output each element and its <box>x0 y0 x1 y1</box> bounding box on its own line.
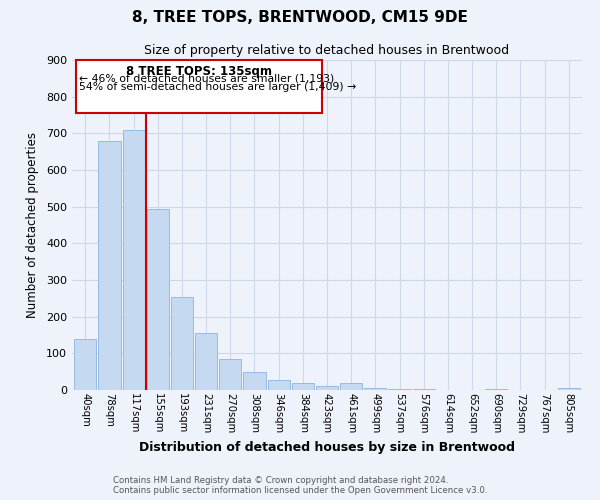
Text: Contains HM Land Registry data © Crown copyright and database right 2024.
Contai: Contains HM Land Registry data © Crown c… <box>113 476 487 495</box>
Bar <box>74 340 97 390</box>
Text: ← 46% of detached houses are smaller (1,193): ← 46% of detached houses are smaller (1,… <box>79 74 335 84</box>
Bar <box>98 142 121 390</box>
Text: 54% of semi-detached houses are larger (1,409) →: 54% of semi-detached houses are larger (… <box>79 82 356 92</box>
Bar <box>292 382 314 390</box>
Bar <box>268 380 290 390</box>
Bar <box>244 372 266 390</box>
X-axis label: Distribution of detached houses by size in Brentwood: Distribution of detached houses by size … <box>139 442 515 454</box>
Bar <box>388 389 410 390</box>
Bar <box>122 130 145 390</box>
Title: Size of property relative to detached houses in Brentwood: Size of property relative to detached ho… <box>145 44 509 58</box>
Bar <box>364 388 386 390</box>
Bar <box>485 389 508 390</box>
Bar <box>146 209 169 390</box>
Bar <box>340 382 362 390</box>
Bar <box>171 297 193 390</box>
Y-axis label: Number of detached properties: Number of detached properties <box>26 132 39 318</box>
Bar <box>557 388 580 390</box>
Bar <box>195 333 217 390</box>
Bar <box>76 60 322 113</box>
Text: 8, TREE TOPS, BRENTWOOD, CM15 9DE: 8, TREE TOPS, BRENTWOOD, CM15 9DE <box>132 10 468 25</box>
Bar <box>219 359 241 390</box>
Bar <box>316 386 338 390</box>
Text: 8 TREE TOPS: 135sqm: 8 TREE TOPS: 135sqm <box>126 66 272 78</box>
